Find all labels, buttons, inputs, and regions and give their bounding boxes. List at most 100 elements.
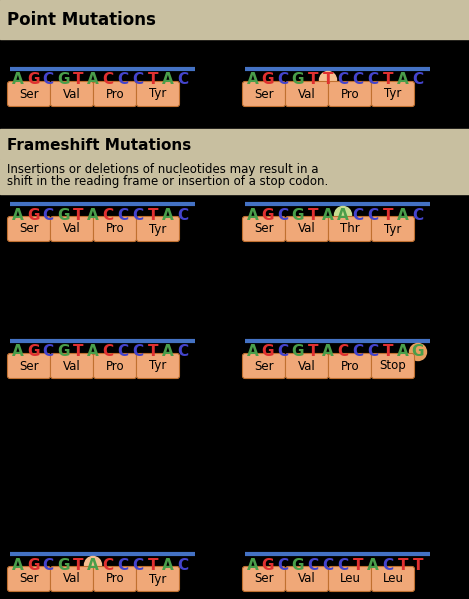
Text: C: C: [132, 558, 144, 573]
FancyBboxPatch shape: [93, 567, 136, 591]
FancyBboxPatch shape: [93, 81, 136, 107]
Text: C: C: [367, 207, 378, 222]
Text: C: C: [117, 558, 129, 573]
Text: G: G: [292, 344, 304, 359]
FancyBboxPatch shape: [286, 81, 328, 107]
Text: Pro: Pro: [106, 222, 124, 235]
Text: A: A: [162, 207, 174, 222]
Text: C: C: [102, 558, 113, 573]
Text: G: G: [292, 72, 304, 87]
Text: A: A: [247, 72, 259, 87]
FancyBboxPatch shape: [93, 353, 136, 379]
Text: C: C: [278, 558, 288, 573]
FancyBboxPatch shape: [51, 216, 93, 241]
Text: T: T: [148, 72, 158, 87]
Text: T: T: [383, 72, 393, 87]
Text: T: T: [73, 207, 83, 222]
Text: A: A: [162, 558, 174, 573]
Text: Tyr: Tyr: [384, 87, 401, 101]
Text: C: C: [322, 558, 333, 573]
Text: Val: Val: [298, 359, 316, 373]
Text: Point Mutations: Point Mutations: [7, 11, 156, 29]
Text: C: C: [352, 344, 363, 359]
Text: A: A: [397, 207, 409, 222]
Text: G: G: [27, 344, 39, 359]
Text: Tyr: Tyr: [149, 573, 166, 585]
Text: C: C: [42, 344, 53, 359]
Text: C: C: [42, 72, 53, 87]
FancyBboxPatch shape: [328, 81, 371, 107]
Text: Leu: Leu: [383, 573, 403, 585]
Text: Thr: Thr: [340, 222, 360, 235]
Text: C: C: [367, 344, 378, 359]
FancyBboxPatch shape: [371, 216, 415, 241]
Text: Val: Val: [63, 87, 81, 101]
Text: G: G: [27, 72, 39, 87]
Text: Insertions or deletions of nucleotides may result in a: Insertions or deletions of nucleotides m…: [7, 162, 318, 176]
Text: A: A: [337, 207, 349, 222]
Text: C: C: [278, 207, 288, 222]
Text: T: T: [308, 207, 318, 222]
Text: C: C: [132, 344, 144, 359]
FancyBboxPatch shape: [8, 81, 51, 107]
Text: C: C: [117, 344, 129, 359]
Text: C: C: [177, 72, 189, 87]
FancyBboxPatch shape: [328, 353, 371, 379]
Text: Pro: Pro: [340, 359, 359, 373]
Text: Val: Val: [63, 359, 81, 373]
Text: C: C: [412, 72, 424, 87]
Text: A: A: [247, 344, 259, 359]
Text: G: G: [262, 72, 274, 87]
FancyBboxPatch shape: [286, 567, 328, 591]
Text: C: C: [132, 72, 144, 87]
Text: T: T: [148, 344, 158, 359]
Text: Val: Val: [63, 222, 81, 235]
Circle shape: [334, 207, 351, 223]
Text: Ser: Ser: [254, 573, 274, 585]
FancyBboxPatch shape: [286, 353, 328, 379]
Text: T: T: [383, 207, 393, 222]
Text: Val: Val: [63, 573, 81, 585]
FancyBboxPatch shape: [328, 216, 371, 241]
Text: C: C: [278, 72, 288, 87]
Text: A: A: [322, 344, 334, 359]
Text: C: C: [42, 558, 53, 573]
Text: C: C: [117, 72, 129, 87]
Text: T: T: [73, 72, 83, 87]
Text: C: C: [278, 344, 288, 359]
Text: T: T: [398, 558, 408, 573]
Text: A: A: [12, 72, 24, 87]
Text: Stop: Stop: [379, 359, 406, 373]
Text: T: T: [353, 558, 363, 573]
Text: C: C: [412, 207, 424, 222]
Text: G: G: [262, 558, 274, 573]
Text: C: C: [337, 72, 348, 87]
Text: Ser: Ser: [254, 87, 274, 101]
Text: C: C: [308, 558, 318, 573]
Text: C: C: [117, 207, 129, 222]
Text: Pro: Pro: [106, 573, 124, 585]
Text: Leu: Leu: [340, 573, 361, 585]
FancyBboxPatch shape: [371, 567, 415, 591]
Text: Tyr: Tyr: [149, 87, 166, 101]
Text: C: C: [42, 207, 53, 222]
Text: G: G: [27, 558, 39, 573]
Text: C: C: [352, 72, 363, 87]
Text: C: C: [102, 207, 113, 222]
Circle shape: [409, 343, 426, 361]
Text: Frameshift Mutations: Frameshift Mutations: [7, 138, 191, 153]
Text: A: A: [12, 344, 24, 359]
Text: Val: Val: [298, 222, 316, 235]
Bar: [0, 0, 469, 39]
Text: T: T: [148, 558, 158, 573]
Text: A: A: [397, 344, 409, 359]
FancyBboxPatch shape: [136, 81, 180, 107]
Text: C: C: [337, 344, 348, 359]
Text: Ser: Ser: [19, 359, 39, 373]
Text: C: C: [382, 558, 393, 573]
FancyBboxPatch shape: [286, 216, 328, 241]
Text: T: T: [308, 72, 318, 87]
FancyBboxPatch shape: [328, 567, 371, 591]
FancyBboxPatch shape: [242, 567, 286, 591]
Text: A: A: [247, 207, 259, 222]
